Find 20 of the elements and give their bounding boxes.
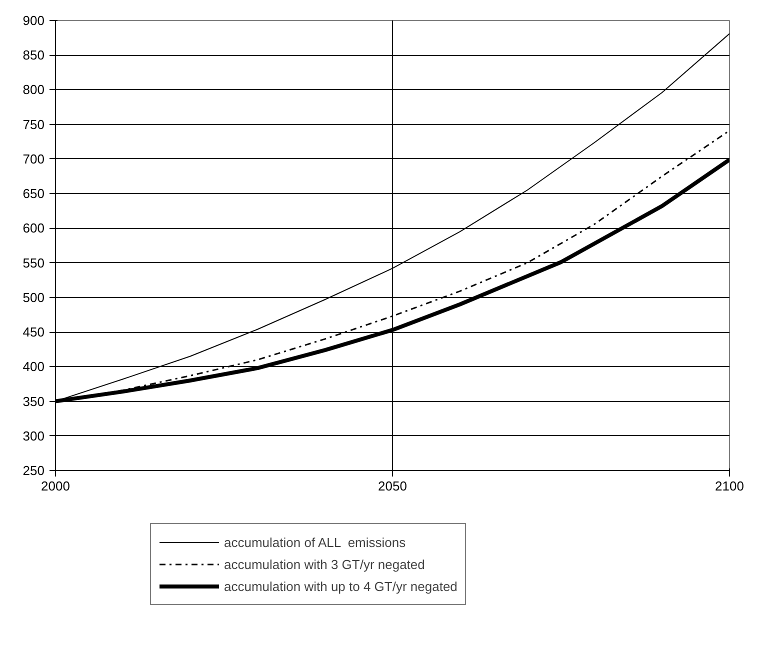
x-tick-label: 2000 [41,478,70,494]
legend-label: accumulation with 3 GT/yr negated [224,556,425,572]
y-tick-label: 800 [22,82,45,98]
y-tick-label: 300 [22,428,45,444]
y-tick-label: 600 [22,220,45,236]
y-tick-label: 400 [22,359,45,374]
legend-label: accumulation with up to 4 GT/yr negated [224,578,458,594]
x-tick-label: 2100 [715,478,744,494]
y-tick-label: 850 [22,48,45,63]
y-tick-label: 450 [22,324,45,340]
y-tick-label: 350 [22,394,45,409]
legend-label: accumulation of ALL emissions [224,534,406,550]
y-tick-label: 900 [22,13,45,28]
y-tick-label: 750 [22,116,45,132]
y-tick-label: 550 [22,255,45,270]
y-tick-label: 700 [22,151,45,166]
y-tick-label: 500 [22,290,45,305]
y-tick-label: 250 [22,463,45,478]
x-tick-label: 2050 [378,478,407,494]
y-tick-label: 650 [22,186,45,202]
